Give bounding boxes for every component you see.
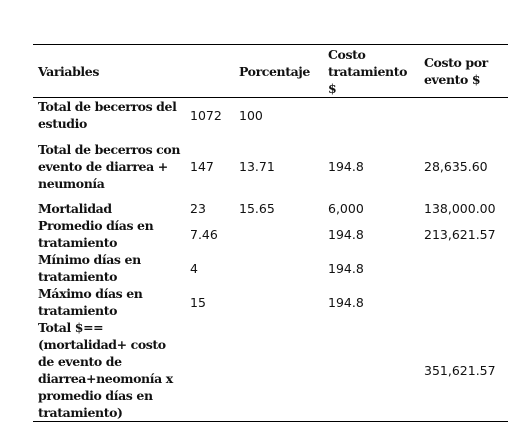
- header-cell: Costo tratamiento $: [323, 44, 419, 98]
- cell: 213,621.57: [424, 226, 496, 242]
- cell: 15.65: [239, 201, 275, 216]
- table-row: Máximo días en tratamiento 15 194.8: [33, 285, 508, 319]
- table-row: Total de becerros con evento de diarrea …: [33, 132, 508, 200]
- header-cell: Variables: [33, 44, 185, 98]
- cell: 194.8: [328, 294, 364, 310]
- table-body: Total de becerros del estudio 1072 100 Tota…: [33, 98, 508, 422]
- cell: 1072: [190, 107, 222, 123]
- cell: 100: [239, 107, 263, 123]
- table-row: Mortalidad 23 15.65 6,000 138,000.00: [33, 200, 508, 217]
- cell: 28,635.60: [424, 158, 488, 174]
- cell: 194.8: [328, 226, 364, 242]
- cell: 7.46: [190, 226, 218, 242]
- data-table: Variables Porcentaje Costo tratamiento $ Co…: [33, 44, 508, 422]
- cell: [234, 251, 323, 285]
- table-row: Promedio días en tratamiento 7.46 194.8 213…: [33, 217, 508, 251]
- table-header: Variables Porcentaje Costo tratamiento $ Co…: [33, 44, 508, 98]
- header-cell: Porcentaje: [234, 44, 323, 98]
- cell: [234, 217, 323, 251]
- cell: 13.71: [239, 158, 275, 174]
- row-label: Total de becerros del estudio: [38, 99, 177, 131]
- cell: [234, 319, 323, 422]
- cell: 194.8: [328, 158, 364, 174]
- cell: 23: [190, 201, 206, 216]
- row-label: Máximo días en tratamiento: [38, 286, 143, 318]
- row-label: Total de becerros con evento de diarrea …: [38, 141, 181, 191]
- cell: [419, 251, 508, 285]
- cell: 4: [190, 260, 198, 276]
- cell: [323, 319, 419, 422]
- table-row: Mínimo días en tratamiento 4 194.8: [33, 251, 508, 285]
- cell: [419, 98, 508, 133]
- header-cell: [185, 44, 234, 98]
- table-row: Total $== (mortalidad+ costo de evento d…: [33, 319, 508, 422]
- cell: [185, 319, 234, 422]
- cell: 351,621.57: [424, 362, 496, 378]
- row-label: Total $== (mortalidad+ costo de evento d…: [38, 320, 173, 420]
- row-label: Promedio días en tratamiento: [38, 218, 154, 250]
- cell: 147: [190, 158, 214, 174]
- header-cell: Costo por evento $: [419, 44, 508, 98]
- cell: 6,000: [328, 201, 364, 216]
- cell: [323, 98, 419, 133]
- cell: 15: [190, 294, 206, 310]
- table-row: Total de becerros del estudio 1072 100: [33, 98, 508, 133]
- row-label: Mortalidad: [38, 201, 112, 216]
- cell: [419, 285, 508, 319]
- cell: [234, 285, 323, 319]
- cell: 194.8: [328, 260, 364, 276]
- header-row: Variables Porcentaje Costo tratamiento $ Co…: [33, 44, 508, 98]
- row-label: Mínimo días en tratamiento: [38, 252, 141, 284]
- cell: 138,000.00: [424, 201, 496, 216]
